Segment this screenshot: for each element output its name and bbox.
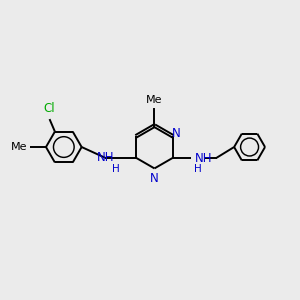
Text: Cl: Cl	[43, 102, 55, 115]
Text: NH: NH	[96, 151, 114, 164]
Text: N: N	[172, 128, 180, 140]
Text: Me: Me	[146, 95, 163, 105]
Text: N: N	[150, 172, 159, 185]
Text: H: H	[112, 164, 120, 174]
Text: H: H	[194, 164, 202, 174]
Text: Me: Me	[11, 142, 27, 152]
Text: NH: NH	[195, 152, 213, 165]
